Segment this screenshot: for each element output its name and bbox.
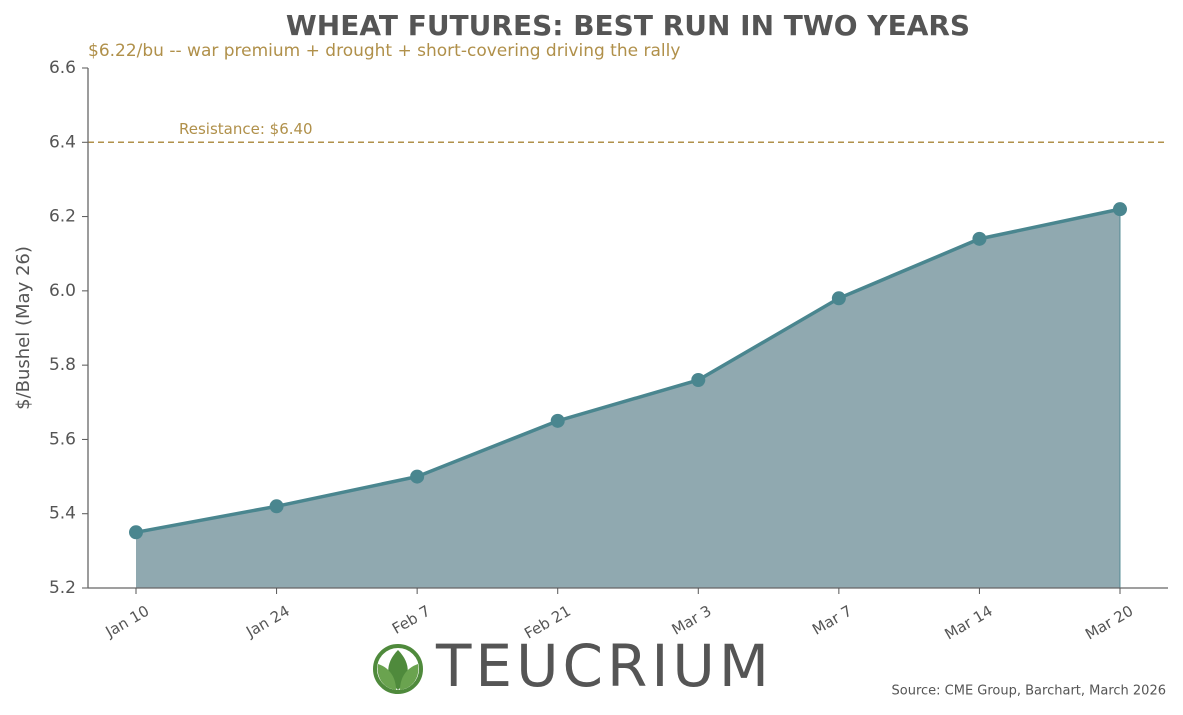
y-tick-label: 6.6 [49,58,76,78]
chart-subtitle: $6.22/bu -- war premium + drought + shor… [88,41,680,61]
x-tick-label: Mar 14 [942,602,996,644]
point [691,373,706,387]
x-tick-label: Mar 20 [1082,602,1136,644]
y-tick-label: 5.8 [49,355,76,375]
y-axis-label: $/Bushel (May 26) [13,246,34,410]
y-tick-label: 5.2 [49,578,76,598]
logo-text: TEUCRIUM [435,632,773,700]
chart-title: WHEAT FUTURES: BEST RUN IN TWO YEARS [286,9,970,42]
point [1113,202,1127,217]
x-tick-label: Jan 10 [102,602,153,642]
y-tick-label: 6.4 [49,132,76,152]
point [550,413,565,428]
line [135,207,1121,535]
point [269,499,284,514]
point [831,291,846,306]
y-tick-label: 5.4 [49,504,76,524]
source-note: Source: CME Group, Barchart, March 2026 [892,684,1167,699]
reference-label: Resistance: $6.40 [179,120,313,138]
logo-icon [373,644,423,694]
y-tick-label: 6.0 [49,281,76,301]
point [129,525,143,540]
y-tick-label: 5.6 [49,429,76,449]
point [972,231,987,246]
area [136,209,1120,588]
y-tick-label: 6.2 [49,207,76,227]
point [410,469,425,484]
x-tick-label: Jan 24 [242,602,293,642]
x-tick-label: Feb 7 [389,602,433,638]
x-tick-label: Mar 7 [809,602,855,639]
